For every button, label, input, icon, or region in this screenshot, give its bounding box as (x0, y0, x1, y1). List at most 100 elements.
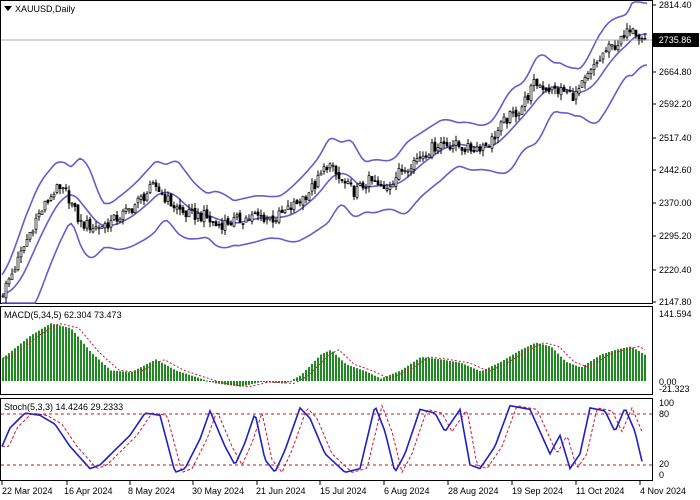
price-candle (448, 142, 452, 151)
price-candle (175, 203, 179, 215)
macd-histogram-bar (209, 381, 211, 382)
macd-histogram-bar (608, 352, 610, 381)
macd-histogram-bar (443, 359, 445, 381)
macd-histogram-bar (596, 357, 598, 381)
macd-histogram-bar (467, 365, 469, 381)
macd-histogram-bar (2, 357, 4, 381)
macd-histogram-bar (581, 366, 583, 381)
macd-panel[interactable] (0, 306, 653, 395)
macd-histogram-bar (515, 352, 517, 381)
macd-histogram-bar (494, 364, 496, 381)
macd-histogram-bar (449, 360, 451, 381)
price-candle (220, 217, 224, 235)
macd-histogram-bar (47, 325, 49, 381)
macd-histogram-bar (119, 371, 121, 381)
main-price-panel[interactable] (0, 0, 653, 304)
macd-histogram-bar (83, 343, 85, 381)
price-candle (121, 208, 125, 225)
price-candle (43, 200, 47, 213)
price-candle (274, 217, 278, 225)
price-candle (238, 210, 242, 224)
price-candle (586, 71, 590, 81)
macd-histogram-bar (341, 360, 343, 381)
macd-histogram-bar (320, 354, 322, 381)
price-candle (439, 137, 443, 154)
macd-histogram-bar (185, 373, 187, 381)
macd-histogram-bar (620, 348, 622, 381)
macd-histogram-bar (605, 352, 607, 381)
macd-histogram-bar (551, 347, 553, 381)
price-candle (619, 35, 623, 47)
triangle-down-icon[interactable] (4, 6, 12, 11)
price-candle (88, 216, 92, 234)
macd-histogram-bar (557, 353, 559, 381)
price-axis-label: 2220.40 (659, 265, 692, 275)
price-candle (109, 214, 113, 232)
price-candle (70, 201, 74, 208)
date-axis-label: 22 Mar 2024 (2, 486, 53, 496)
price-candle (367, 171, 371, 193)
macd-histogram-bar (485, 368, 487, 381)
macd-histogram-bar (521, 349, 523, 381)
macd-histogram-bar (179, 371, 181, 381)
date-axis-label: 6 Aug 2024 (384, 486, 430, 496)
price-candle (598, 55, 602, 62)
price-candle (595, 60, 599, 68)
macd-histogram-bar (395, 372, 397, 381)
macd-histogram-bar (62, 326, 64, 381)
macd-histogram-bar (194, 376, 196, 381)
macd-histogram-bar (26, 338, 28, 381)
macd-histogram-bar (23, 341, 25, 381)
price-axis-label: 2664.80 (659, 67, 692, 77)
symbol-timeframe-label: XAUUSD,Daily (15, 4, 76, 14)
macd-histogram-bar (260, 381, 262, 382)
macd-histogram-bar (284, 381, 286, 384)
macd-histogram-bar (383, 377, 385, 381)
price-candle (154, 179, 158, 192)
price-candle (319, 170, 323, 176)
price-candle (283, 209, 287, 215)
price-candle (223, 214, 227, 235)
macd-histogram-bar (53, 324, 55, 381)
price-candle (181, 205, 185, 216)
macd-histogram-bar (248, 381, 250, 385)
macd-histogram-bar (338, 357, 340, 381)
price-candle (430, 138, 434, 160)
macd-histogram-bar (572, 364, 574, 381)
macd-histogram-bar (116, 371, 118, 381)
price-candle (289, 201, 293, 214)
price-candle (151, 180, 155, 185)
macd-histogram-bar (326, 351, 328, 381)
macd-histogram-bar (272, 381, 274, 383)
price-candle (325, 165, 329, 174)
macd-histogram-bar (20, 343, 22, 381)
macd-histogram-bar (401, 369, 403, 381)
macd-histogram-bar (308, 366, 310, 381)
price-candle (499, 119, 503, 136)
price-candle (613, 40, 617, 51)
macd-histogram-bar (488, 367, 490, 381)
macd-histogram-bar (371, 374, 373, 381)
macd-histogram-bar (11, 350, 13, 381)
macd-histogram-bar (374, 375, 376, 381)
date-axis-label: 11 Oct 2024 (576, 486, 624, 496)
price-candle (322, 163, 326, 175)
price-candle (1, 294, 5, 298)
macd-histogram-bar (65, 326, 67, 381)
current-price-value: 2735.86 (659, 35, 692, 45)
price-candle (481, 142, 485, 157)
macd-histogram-bar (476, 369, 478, 381)
stoch-panel[interactable] (0, 398, 653, 481)
macd-histogram-bar (218, 381, 220, 384)
macd-histogram-bar (455, 361, 457, 381)
macd-histogram-bar (584, 364, 586, 381)
price-candle (442, 136, 446, 149)
macd-histogram-bar (35, 332, 37, 381)
macd-histogram-bar (629, 346, 631, 381)
date-axis-label: 8 May 2024 (128, 486, 175, 496)
price-candle (391, 180, 395, 188)
macd-histogram-bar (242, 381, 244, 387)
macd-histogram-bar (575, 365, 577, 381)
price-candle (34, 213, 38, 234)
